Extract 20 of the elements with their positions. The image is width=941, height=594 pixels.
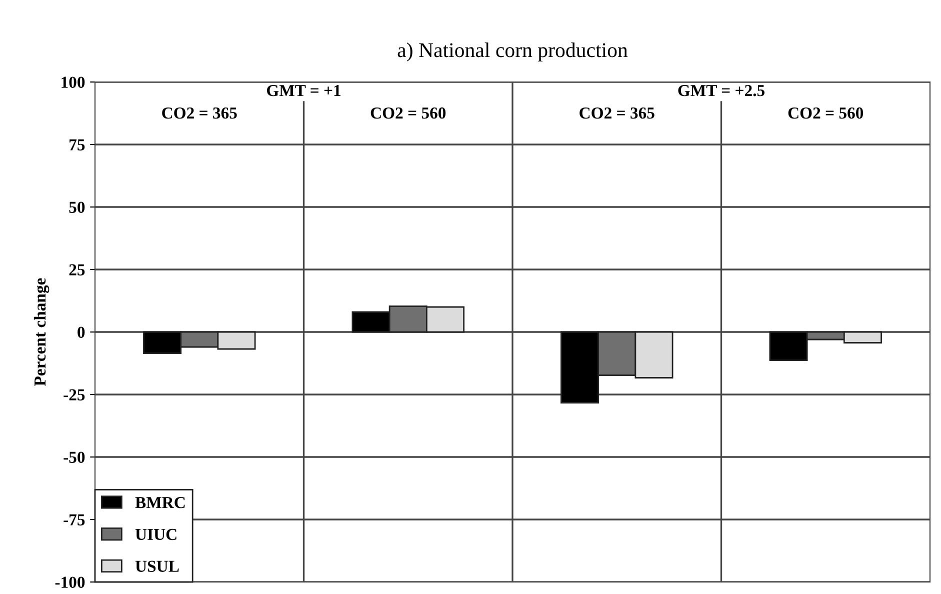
y-tick-label: 0 bbox=[78, 326, 85, 338]
y-tick-label: 75 bbox=[70, 139, 85, 150]
annotation: GMT = +2.5 bbox=[678, 84, 764, 96]
y-tick-label: -100 bbox=[55, 576, 85, 588]
y-tick-label: 50 bbox=[69, 202, 85, 213]
y-tick-label: -75 bbox=[64, 514, 85, 526]
legend-label: BMRC bbox=[135, 496, 185, 508]
chart-title: a) National corn production bbox=[398, 42, 628, 62]
y-tick-label: -50 bbox=[64, 452, 85, 463]
x-tick-label: CO2 = 365 bbox=[162, 107, 237, 119]
legend-label: USUL bbox=[135, 560, 179, 572]
x-tick-label: CO2 = 365 bbox=[580, 107, 654, 119]
x-tick-label: CO2 = 560 bbox=[788, 107, 864, 119]
y-tick-label: 100 bbox=[62, 76, 85, 88]
x-tick-label: CO2 = 560 bbox=[370, 107, 446, 119]
legend-label: UIUC bbox=[135, 528, 176, 540]
annotation: GMT = +1 bbox=[266, 84, 340, 96]
y-tick-label: 25 bbox=[69, 264, 85, 276]
y-tick-label: -25 bbox=[64, 389, 85, 400]
y-axis-title: Percent change bbox=[34, 278, 50, 386]
